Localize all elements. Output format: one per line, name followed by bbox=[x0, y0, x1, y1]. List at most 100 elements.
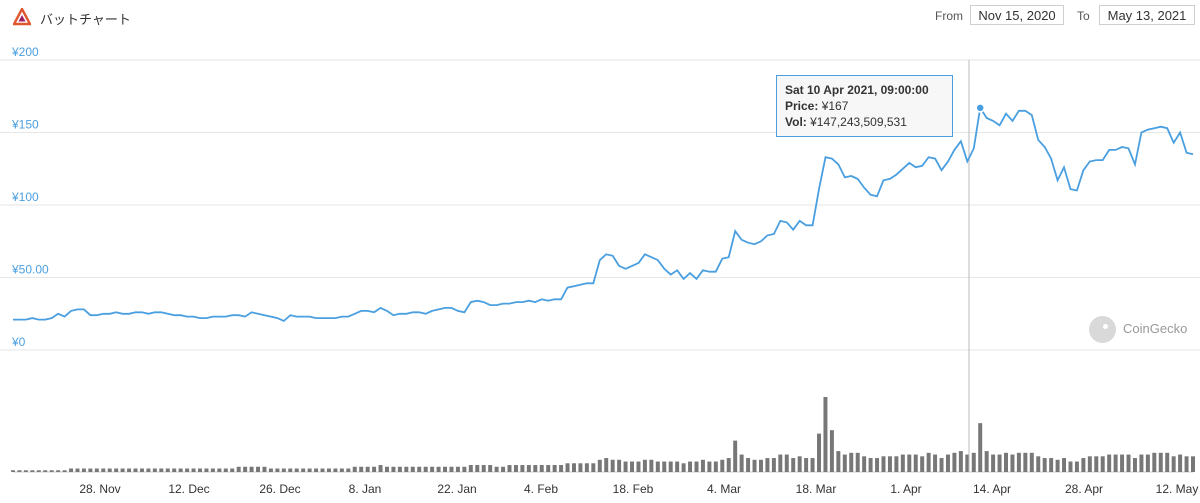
volume-bar bbox=[507, 465, 512, 472]
x-tick-label: 18. Mar bbox=[796, 482, 837, 496]
volume-bar bbox=[1191, 456, 1195, 472]
volume-bar bbox=[791, 458, 796, 472]
volume-bar bbox=[236, 466, 241, 472]
volume-bar bbox=[642, 459, 647, 472]
volume-bar bbox=[875, 458, 880, 472]
bat-logo-icon bbox=[13, 8, 31, 26]
volume-bar bbox=[597, 459, 602, 472]
volume-bar bbox=[339, 468, 344, 472]
volume-bar bbox=[1087, 456, 1092, 472]
volume-bar bbox=[256, 466, 261, 472]
volume-bar bbox=[617, 459, 622, 472]
volume-bar bbox=[926, 452, 931, 472]
volume-bar bbox=[81, 468, 86, 472]
x-tick-label: 22. Jan bbox=[437, 482, 476, 496]
volume-bar bbox=[584, 463, 589, 472]
volume-bar bbox=[526, 465, 531, 472]
volume-bar bbox=[829, 430, 834, 472]
volume-bar bbox=[1126, 454, 1131, 472]
volume-bar bbox=[1055, 459, 1060, 472]
tooltip-price-value: ¥167 bbox=[821, 99, 849, 113]
price-line bbox=[13, 105, 1194, 323]
volume-bar bbox=[449, 466, 454, 472]
volume-bar bbox=[185, 468, 190, 472]
volume-bar bbox=[862, 456, 867, 472]
volume-bar bbox=[662, 461, 667, 472]
volume-bar bbox=[1132, 458, 1137, 472]
volume-bar bbox=[552, 465, 557, 472]
volume-bar bbox=[417, 466, 422, 472]
volume-bar bbox=[636, 461, 641, 472]
volume-bar bbox=[707, 461, 712, 472]
volume-bar bbox=[623, 461, 628, 472]
x-tick-label: 28. Apr bbox=[1065, 482, 1103, 496]
tooltip-price-label: Price: bbox=[785, 99, 819, 113]
volume-bar bbox=[365, 466, 370, 472]
x-tick-label: 12. May bbox=[1156, 482, 1199, 496]
volume-bar bbox=[462, 466, 467, 472]
x-tick-label: 12. Dec bbox=[168, 482, 209, 496]
chart-title: バットチャート bbox=[40, 12, 131, 27]
y-tick-label: ¥200 bbox=[11, 45, 39, 59]
volume-bar bbox=[752, 459, 757, 472]
x-axis-ticks: 28. Nov 12. Dec 26. Dec 8. Jan 22. Jan 4. Feb… bbox=[79, 482, 1198, 496]
y-tick-label: ¥100 bbox=[11, 190, 39, 204]
volume-bar bbox=[120, 468, 125, 472]
volume-bar bbox=[1010, 454, 1015, 472]
volume-bar bbox=[468, 465, 473, 472]
volume-bar bbox=[359, 466, 364, 472]
volume-bar bbox=[1100, 456, 1105, 472]
volume-bar bbox=[1171, 456, 1176, 472]
volume-bar bbox=[1042, 458, 1047, 472]
volume-bar bbox=[36, 470, 41, 472]
volume-bar bbox=[868, 458, 873, 472]
volume-bar bbox=[481, 465, 486, 472]
volume-bar bbox=[559, 465, 564, 472]
volume-bar bbox=[939, 458, 944, 472]
volume-bar bbox=[230, 468, 235, 472]
volume-bar bbox=[997, 454, 1002, 472]
to-date-field[interactable]: May 13, 2021 bbox=[1099, 5, 1195, 25]
volume-bar bbox=[746, 458, 751, 472]
volume-bar bbox=[346, 468, 351, 472]
volume-bar bbox=[771, 458, 776, 472]
volume-bar bbox=[455, 466, 460, 472]
volume-bar bbox=[488, 465, 493, 472]
volume-bar bbox=[1049, 458, 1054, 472]
volume-bar bbox=[681, 463, 686, 472]
volume-bar bbox=[320, 468, 325, 472]
x-tick-label: 1. Apr bbox=[890, 482, 921, 496]
tooltip: Sat 10 Apr 2021, 09:00:00 Price: ¥167 Vo… bbox=[776, 75, 953, 137]
volume-bar bbox=[372, 466, 377, 472]
volume-bar bbox=[75, 468, 80, 472]
volume-bar bbox=[49, 470, 54, 472]
volume-bar bbox=[1023, 452, 1028, 472]
volume-bar bbox=[23, 470, 28, 472]
volume-bar bbox=[933, 454, 938, 472]
volume-bar bbox=[307, 468, 312, 472]
volume-bar bbox=[817, 433, 821, 472]
volume-bar bbox=[127, 468, 132, 472]
volume-bar bbox=[333, 468, 338, 472]
volume-bar bbox=[262, 466, 267, 472]
volume-bar bbox=[675, 461, 680, 472]
from-date-field[interactable]: Nov 15, 2020 bbox=[970, 5, 1064, 25]
tooltip-vol-value: ¥147,243,509,531 bbox=[810, 115, 907, 129]
volume-bar bbox=[288, 468, 293, 472]
volume-bar bbox=[991, 454, 996, 472]
volume-bar bbox=[726, 458, 731, 472]
volume-bar bbox=[758, 459, 763, 472]
volume-bar bbox=[352, 466, 357, 472]
volume-bar bbox=[900, 454, 905, 472]
volume-bar bbox=[101, 468, 106, 472]
volume-bar bbox=[630, 461, 635, 472]
volume-bar bbox=[668, 461, 673, 472]
volume-bar bbox=[139, 468, 144, 472]
volume-bar bbox=[765, 458, 770, 472]
x-tick-label: 26. Dec bbox=[259, 482, 300, 496]
x-tick-label: 4. Feb bbox=[524, 482, 558, 496]
volume-bar bbox=[501, 466, 506, 472]
volume-bar bbox=[88, 468, 93, 472]
gecko-icon bbox=[1089, 316, 1116, 343]
